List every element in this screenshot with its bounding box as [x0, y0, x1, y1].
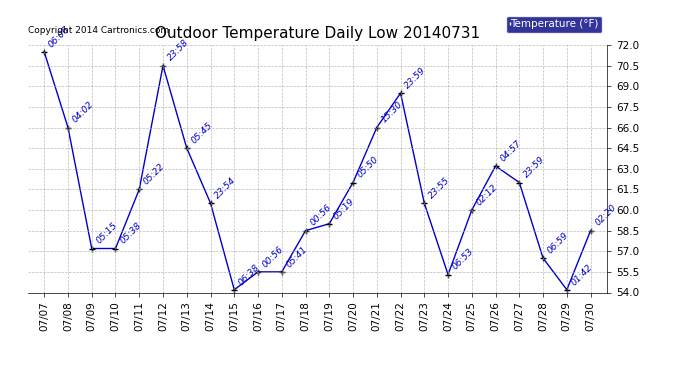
Text: 04:02: 04:02: [71, 100, 95, 125]
Text: 06:38: 06:38: [237, 262, 262, 287]
Legend: Temperature (°F): Temperature (°F): [506, 15, 602, 33]
Text: 05:41: 05:41: [284, 244, 309, 269]
Text: 23:54: 23:54: [213, 176, 238, 200]
Text: 06:53: 06:53: [451, 247, 475, 272]
Text: 01:42: 01:42: [570, 262, 594, 287]
Text: 00:56: 00:56: [261, 244, 286, 269]
Text: 00:56: 00:56: [308, 203, 333, 228]
Text: 06:59: 06:59: [546, 231, 571, 255]
Text: 15:30: 15:30: [380, 100, 404, 125]
Text: 05:19: 05:19: [332, 196, 357, 221]
Text: 05:38: 05:38: [118, 221, 143, 246]
Title: Outdoor Temperature Daily Low 20140731: Outdoor Temperature Daily Low 20140731: [155, 26, 480, 41]
Text: 05:22: 05:22: [142, 162, 167, 187]
Text: 02:12: 02:12: [475, 183, 500, 207]
Text: 23:55: 23:55: [427, 176, 452, 200]
Text: 05:45: 05:45: [190, 121, 215, 146]
Text: 06:06: 06:06: [47, 24, 72, 49]
Text: Copyright 2014 Cartronics.com: Copyright 2014 Cartronics.com: [28, 26, 169, 35]
Text: 23:59: 23:59: [522, 155, 547, 180]
Text: 05:15: 05:15: [95, 221, 119, 246]
Text: 05:50: 05:50: [356, 155, 381, 180]
Text: 23:58: 23:58: [166, 38, 190, 63]
Text: 02:20: 02:20: [593, 203, 618, 228]
Text: 04:57: 04:57: [498, 138, 523, 163]
Text: 23:59: 23:59: [404, 66, 428, 90]
